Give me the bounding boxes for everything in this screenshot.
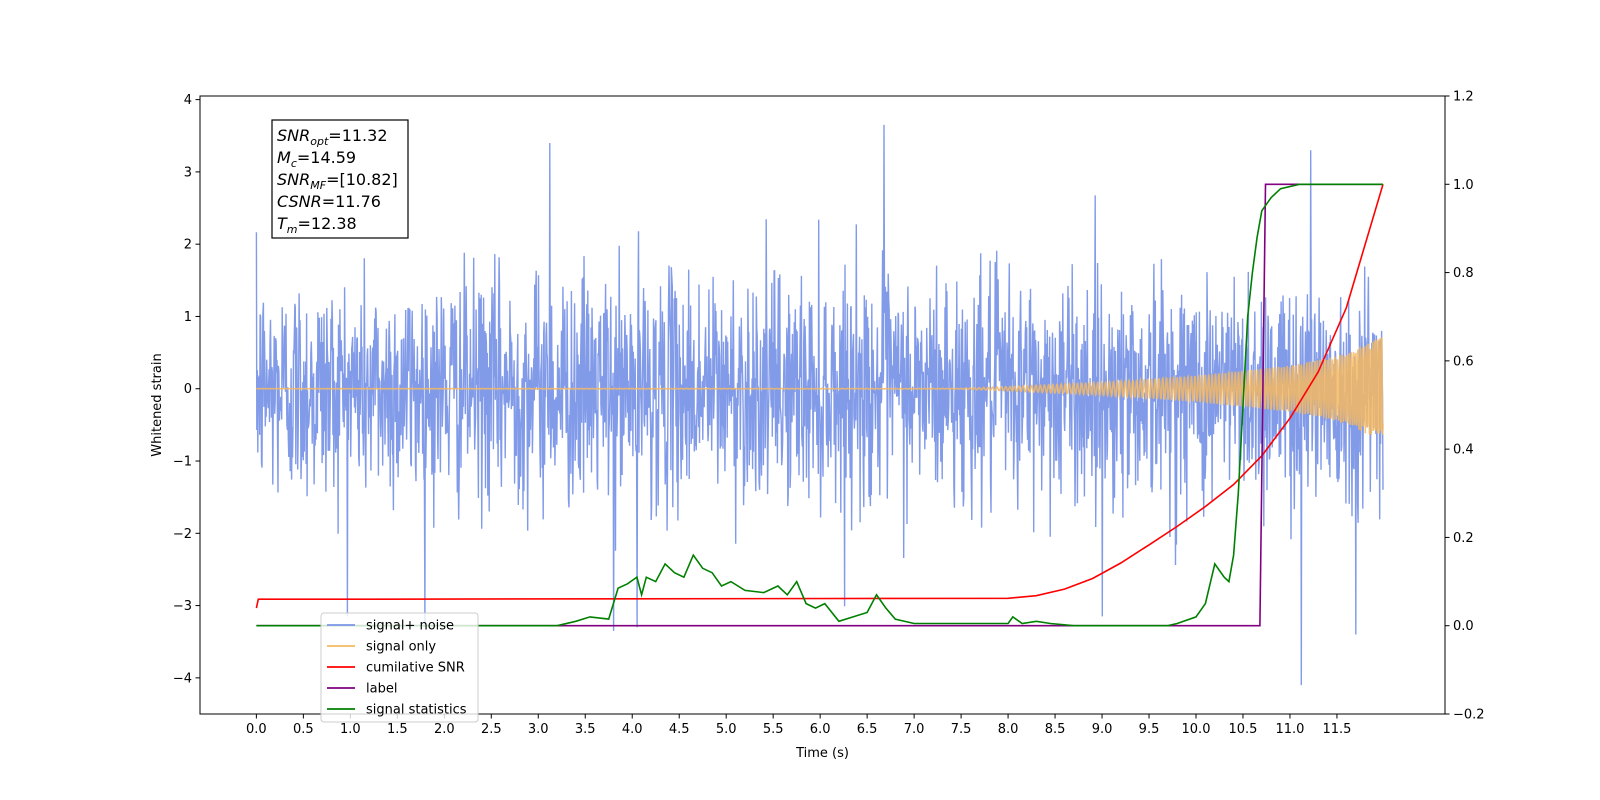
x-tick-label: 6.0	[810, 722, 831, 737]
x-tick-label: 4.5	[669, 722, 690, 737]
x-tick-label: 0.0	[246, 722, 267, 737]
x-tick-label: 2.0	[434, 722, 455, 737]
y-tick-label: −3	[173, 599, 192, 614]
series-line-signal-noise	[255, 124, 1384, 686]
info-value: =14.59	[297, 148, 356, 167]
legend-label: cumilative SNR	[366, 661, 465, 676]
y-tick-label: 1	[184, 310, 192, 325]
info-base: CSNR	[277, 192, 322, 211]
info-box-line: Tm=12.38	[277, 214, 357, 236]
info-base: M	[277, 148, 291, 167]
series-layer	[255, 124, 1384, 686]
info-value: =[10.82]	[326, 170, 398, 189]
x-tick-label: 0.5	[293, 722, 314, 737]
x-tick-label: 6.5	[857, 722, 878, 737]
info-box-line: SNRMF=[10.82]	[277, 170, 398, 192]
info-value: =12.38	[298, 214, 357, 233]
x-tick-label: 7.5	[951, 722, 972, 737]
legend: signal+ noise signal only cumilative SNR la…	[320, 612, 479, 723]
x-axis-label: Time (s)	[795, 746, 849, 761]
x-tick-label: 3.5	[575, 722, 596, 737]
y-tick-label-right: −0.2	[1453, 708, 1485, 723]
series-line-signal-only	[256, 337, 1384, 435]
info-base: SNR	[277, 126, 310, 145]
x-tick-label: 8.5	[1045, 722, 1066, 737]
info-box-line: SNRopt=11.32	[277, 126, 388, 148]
legend-label: signal only	[366, 640, 436, 655]
y-tick-label-right: 0.8	[1453, 266, 1474, 281]
axes-layer: 0.0 0.5 1.0 1.5 2.0 2.5 3.0 3.5 4.0 4.5 5.0 5.5 6.0 6…	[173, 90, 1485, 738]
info-box-frame	[271, 119, 409, 239]
y-axis-label: Whitened strain	[150, 353, 165, 456]
legend-frame	[320, 612, 479, 723]
y-tick-label: −2	[173, 527, 192, 542]
legend-label: signal statistics	[366, 703, 467, 718]
x-tick-label: 11.5	[1322, 722, 1351, 737]
axes-frame	[199, 95, 1446, 715]
y-tick-label-right: 1.0	[1453, 178, 1474, 193]
x-tick-label: 10.0	[1182, 722, 1211, 737]
x-tick-label: 3.0	[528, 722, 549, 737]
info-box: SNRopt=11.32Mc=14.59SNRMF=[10.82]CSNR=11…	[271, 119, 409, 239]
x-tick-label: 5.5	[763, 722, 784, 737]
y-tick-label-right: 0.4	[1453, 443, 1474, 458]
x-tick-label: 4.0	[622, 722, 643, 737]
x-tick-label: 10.5	[1229, 722, 1258, 737]
legend-label: signal+ noise	[366, 619, 454, 634]
info-value: =11.32	[328, 126, 387, 145]
info-box-line: CSNR=11.76	[277, 192, 381, 211]
info-value: =11.76	[322, 192, 381, 211]
y-tick-label: −4	[173, 671, 192, 686]
x-tick-label: 1.5	[387, 722, 408, 737]
info-base: SNR	[277, 170, 310, 189]
y-tick-label: 3	[184, 165, 192, 180]
x-tick-label: 2.5	[481, 722, 502, 737]
y-tick-label: −1	[173, 455, 192, 470]
x-tick-label: 9.0	[1092, 722, 1113, 737]
y-tick-label-right: 0.2	[1453, 531, 1474, 546]
info-base: T	[277, 214, 288, 233]
info-sub: m	[287, 223, 298, 236]
series-line-cumilative-snr	[255, 184, 1384, 609]
y-tick-label-right: 0.6	[1453, 354, 1474, 369]
x-tick-label: 5.0	[716, 722, 737, 737]
y-tick-label-right: 0.0	[1453, 619, 1474, 634]
legend-label: label	[366, 682, 397, 697]
x-tick-label: 11.0	[1275, 722, 1304, 737]
info-sub: opt	[310, 135, 329, 148]
x-tick-label: 1.0	[340, 722, 361, 737]
plot-area	[255, 124, 1384, 686]
y-tick-label: 4	[184, 93, 192, 108]
y-tick-label: 2	[184, 238, 192, 253]
y-tick-label: 0	[184, 382, 192, 397]
series-line-signal-statistics	[256, 183, 1383, 627]
info-sub: MF	[310, 179, 326, 192]
x-tick-label: 9.5	[1139, 722, 1160, 737]
x-tick-label: 7.0	[904, 722, 925, 737]
info-sub: c	[291, 157, 297, 170]
y-tick-label-right: 1.2	[1453, 90, 1474, 105]
info-box-line: Mc=14.59	[277, 148, 356, 170]
x-tick-label: 8.0	[998, 722, 1019, 737]
